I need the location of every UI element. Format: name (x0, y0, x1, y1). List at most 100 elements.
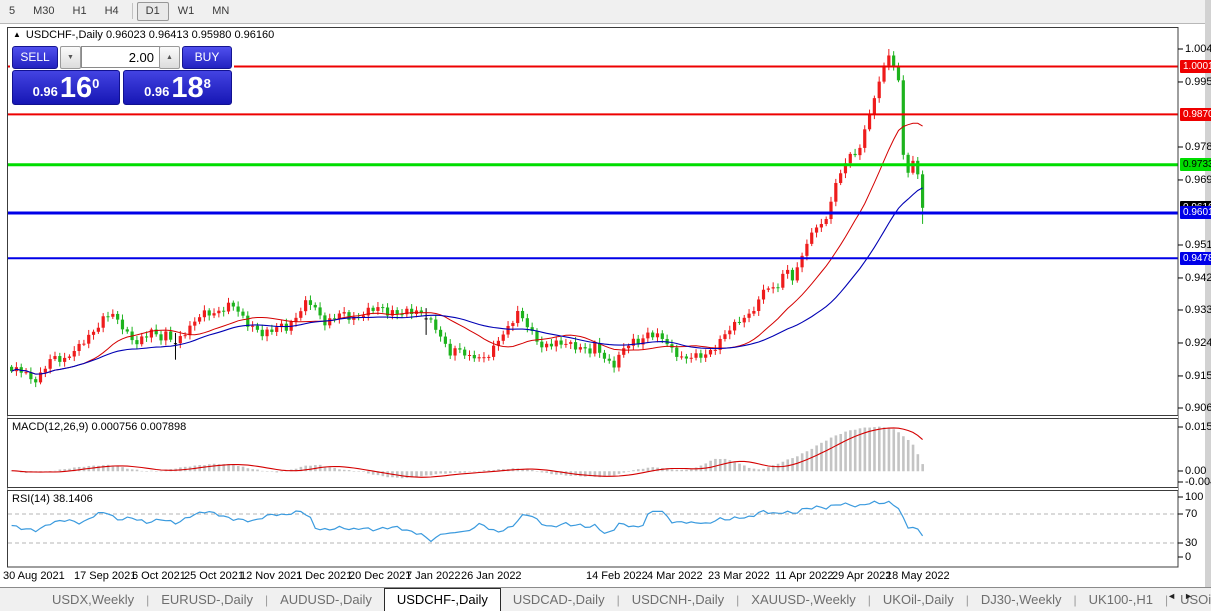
one-click-trading-panel: SELL ▼ 2.00 ▲ BUY 0.96 16 0 0.96 18 8 (10, 44, 234, 105)
tab-separator: | (616, 593, 620, 607)
price-axis-label: 0.95145 (1185, 238, 1211, 251)
chevron-up-icon: ▲ (166, 54, 173, 61)
sell-price-point: 0 (92, 76, 100, 91)
macd-indicator-label: MACD(12,26,9) 0.000756 0.007898 (12, 421, 187, 433)
chart-frame (7, 27, 1179, 568)
price-axis-label: 1.00495 (1185, 43, 1211, 55)
date-axis-label: 14 Feb 2022 (586, 570, 648, 582)
timeframe-button-mn[interactable]: MN (212, 5, 230, 17)
sell-button[interactable]: SELL (12, 46, 58, 69)
macd-signal-line (11, 427, 923, 478)
price-axis-label: 0.99595 (1185, 75, 1211, 88)
date-axis-label: 12 Nov 2021 (240, 570, 303, 582)
rsi-axis-label: 70 (1185, 508, 1198, 520)
chart-symbol-period: USDCHF-,Daily (25, 29, 103, 41)
date-axis-label: 20 Dec 2021 (349, 570, 412, 582)
buy-price-point: 8 (203, 76, 211, 91)
price-axis-label: 0.96920 (1185, 173, 1211, 186)
ma-slow-line (11, 187, 923, 375)
macd-histogram (10, 426, 924, 479)
rsi-line (11, 500, 924, 543)
date-axis-label: 26 Jan 2022 (461, 570, 522, 582)
level-price-badge: 1.00017 (1180, 60, 1211, 73)
chart-tab-xauusd-weekly[interactable]: XAUUSD-,Weekly (751, 592, 856, 607)
timeframe-button-h1[interactable]: H1 (72, 5, 87, 17)
rsi-indicator-label: RSI(14) 38.1406 (12, 493, 93, 505)
rsi-axis-label: 0 (1185, 551, 1192, 563)
level-price-badge: 0.98709 (1180, 107, 1211, 121)
chart-tab-usdcad-daily[interactable]: USDCAD-,Daily (512, 592, 605, 607)
ma-fast-line (11, 122, 923, 375)
price-axis-label: 0.91570 (1185, 369, 1211, 382)
chart-ohlc-header: ▲ USDCHF-,Daily 0.96023 0.96413 0.95980 0… (13, 29, 274, 41)
date-axis-label: 1 Dec 2021 (296, 570, 353, 582)
rsi-axis-label: 30 (1185, 537, 1198, 549)
buy-price-base: 0.96 (144, 84, 170, 99)
chart-tab-usdchf-daily[interactable]: USDCHF-,Daily (383, 588, 501, 611)
chart-tab-usdcnh-daily[interactable]: USDCNH-,Daily (631, 592, 725, 607)
price-axis-label: 0.90695 (1185, 402, 1211, 414)
chart-tab-audusd-daily[interactable]: AUDUSD-,Daily (280, 592, 372, 607)
sell-price-pips: 16 (59, 72, 93, 104)
tab-separator: | (1164, 593, 1169, 607)
panel-splitter (7, 415, 1178, 419)
tab-separator: | (736, 593, 740, 607)
volume-decrease-button[interactable]: ▼ (60, 46, 81, 69)
date-axis-label: 4 Mar 2022 (647, 570, 703, 582)
tab-separator: | (965, 593, 969, 607)
timeframe-button-d1[interactable]: D1 (136, 2, 169, 21)
price-axis-label: 0.93370 (1185, 304, 1211, 316)
chart-tabs-bar: USDX,Weekly | EURUSD-,Daily | AUDUSD-,Daily U… (0, 587, 1211, 611)
date-axis-label: 23 Mar 2022 (708, 570, 770, 582)
sell-price-quote[interactable]: 0.96 16 0 (12, 70, 120, 105)
chart-tab-eurusd-daily[interactable]: EURUSD-,Daily (161, 592, 253, 607)
panel-splitter (7, 487, 1178, 491)
timeframe-toolbar: 5 M30 H1 H4 D1 W1 MN (0, 0, 1211, 24)
timeframe-button-h4[interactable]: H4 (104, 5, 119, 17)
chart-tab-usoil-daily[interactable]: USOil-,Daily (1180, 592, 1211, 607)
price-axis-label: 0.94245 (1185, 271, 1211, 284)
tabs-scroll-left-icon[interactable]: ◄ (1167, 591, 1185, 601)
trade-panel-top-row: SELL ▼ 2.00 ▲ BUY (10, 46, 232, 69)
timeframe-button-5[interactable]: 5 (9, 5, 16, 17)
level-price-badge: 0.96019 (1180, 206, 1211, 220)
buy-price-pips: 18 (171, 72, 204, 104)
date-axis-label: 7 Jan 2022 (406, 570, 461, 582)
tab-separator: | (1073, 593, 1077, 607)
tab-separator: | (867, 593, 871, 607)
price-axis-label: 0.92470 (1185, 336, 1211, 349)
chart-tab-ukoil-daily[interactable]: UKOil-,Daily (882, 592, 954, 607)
date-axis-label: 25 Oct 2021 (184, 570, 244, 582)
price-axis-label: 0.97820 (1185, 140, 1211, 153)
buy-button[interactable]: BUY (182, 46, 232, 69)
window-right-edge (1205, 0, 1211, 611)
timeframe-button-m30[interactable]: M30 (33, 5, 55, 17)
collapse-panel-icon[interactable]: ▲ (13, 30, 21, 39)
chart-tab-usdx-weekly[interactable]: USDX,Weekly (52, 592, 135, 607)
tabs-scroll-right-icon[interactable]: ► (1184, 591, 1201, 601)
date-axis-label: 17 Sep 2021 (74, 570, 137, 582)
chart-tab-uk100-h1[interactable]: UK100-,H1 (1088, 592, 1153, 607)
macd-axis-label: 0.015504 (1185, 421, 1211, 433)
rsi-axis-label: 100 (1185, 491, 1204, 503)
chart-tab-dj30-weekly[interactable]: DJ30-,Weekly (980, 592, 1062, 607)
date-axis-label: 29 Apr 2022 (832, 570, 892, 582)
level-price-badge: 0.94783 (1180, 251, 1211, 265)
date-axis-label: 11 Apr 2022 (775, 570, 834, 582)
buy-price-quote[interactable]: 0.96 18 8 (123, 70, 232, 105)
macd-axis-label: -0.004118 (1185, 476, 1211, 488)
level-price-badge: 0.97334 (1180, 158, 1211, 172)
tab-separator: | (264, 593, 269, 607)
volume-input[interactable]: 2.00 (81, 46, 160, 68)
date-axis-label: 6 Oct 2021 (132, 570, 186, 582)
date-axis-label: 18 May 2022 (886, 570, 950, 582)
chevron-down-icon: ▼ (67, 54, 74, 61)
chart-ohlc-values: 0.96023 0.96413 0.95980 0.96160 (105, 29, 275, 41)
chart-background[interactable] (8, 28, 1178, 567)
sell-price-base: 0.96 (32, 84, 58, 99)
timeframe-button-w1[interactable]: W1 (177, 5, 195, 17)
volume-increase-button[interactable]: ▲ (159, 46, 180, 69)
toolbar-separator (131, 3, 133, 19)
